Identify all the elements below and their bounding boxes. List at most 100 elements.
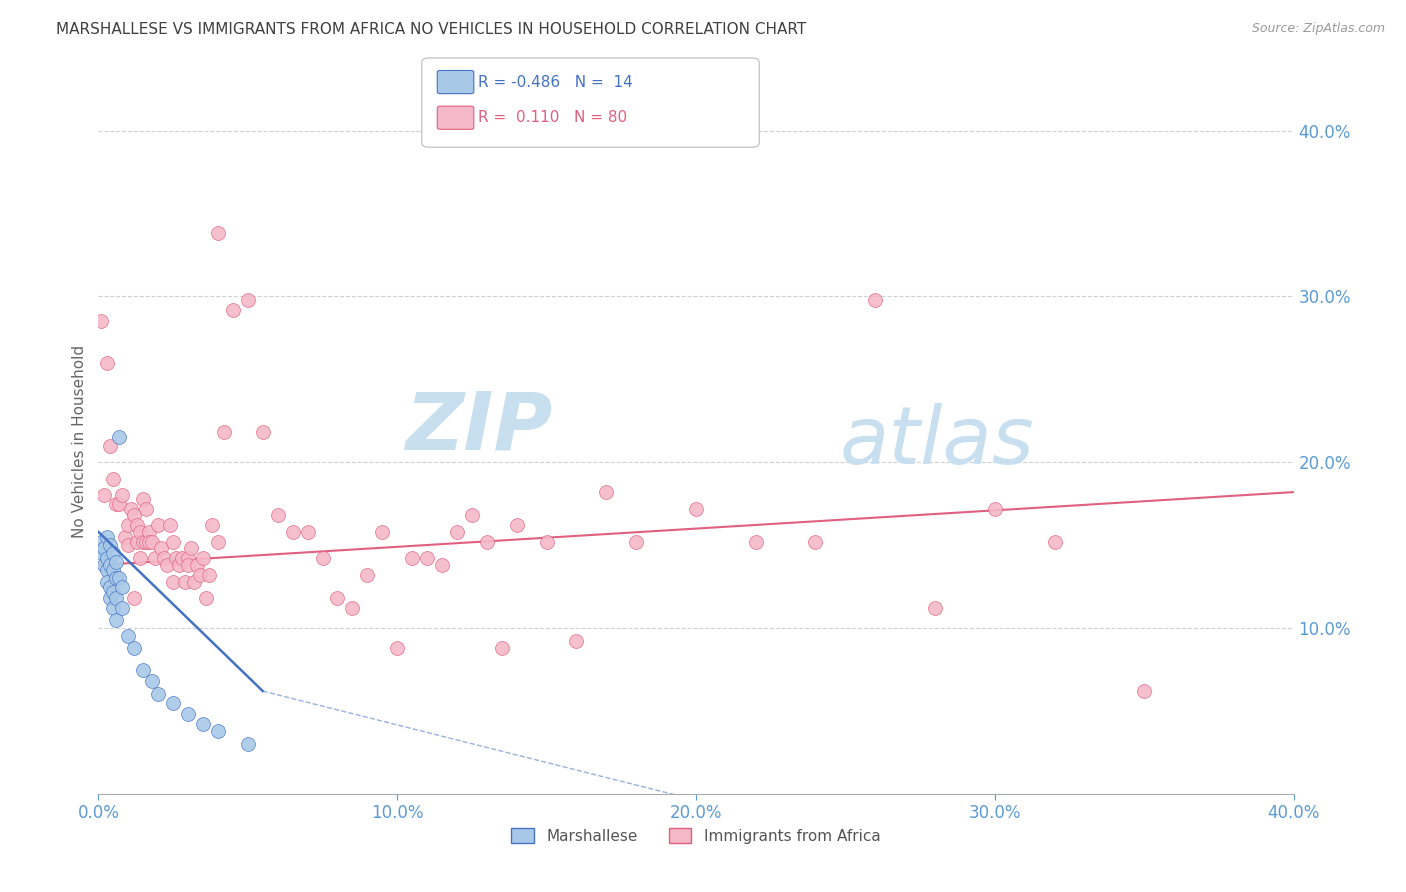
Point [252, 425, 274, 440]
Point [165, 551, 187, 566]
Point [162, 534, 184, 549]
Text: R = -0.486   N =  14: R = -0.486 N = 14 [478, 75, 633, 89]
Point [108, 497, 131, 511]
Point [595, 485, 617, 500]
Point [491, 640, 513, 655]
Point [201, 518, 224, 533]
Point [96, 563, 118, 577]
Point [98, 538, 122, 552]
Point [105, 591, 128, 606]
Point [177, 551, 200, 566]
Text: Source: ZipAtlas.com: Source: ZipAtlas.com [1251, 22, 1385, 36]
Point [111, 580, 134, 594]
Point [132, 663, 155, 677]
Point [177, 558, 200, 572]
Point [174, 574, 197, 589]
Point [167, 558, 190, 572]
Point [103, 563, 125, 577]
Point [267, 508, 290, 523]
Point [506, 518, 529, 533]
Point [162, 574, 184, 589]
Point [177, 707, 200, 722]
Point [626, 534, 648, 549]
Point [135, 501, 157, 516]
Point [111, 601, 134, 615]
Y-axis label: No Vehicles in Household: No Vehicles in Household [72, 345, 87, 538]
Point [129, 524, 152, 539]
Point [138, 534, 160, 549]
Point [143, 551, 166, 566]
Point [124, 591, 146, 606]
Text: MARSHALLESE VS IMMIGRANTS FROM AFRICA NO VEHICLES IN HOUSEHOLD CORRELATION CHART: MARSHALLESE VS IMMIGRANTS FROM AFRICA NO… [56, 22, 807, 37]
Point [156, 558, 179, 572]
Text: R =  0.110   N = 80: R = 0.110 N = 80 [478, 111, 627, 125]
Point [207, 723, 229, 738]
Point [536, 534, 558, 549]
Point [105, 613, 128, 627]
Point [195, 591, 218, 606]
Point [93, 558, 115, 572]
Point [117, 538, 139, 552]
Point [430, 558, 453, 572]
Point [212, 425, 235, 440]
Point [124, 640, 146, 655]
Point [117, 629, 139, 643]
Point [191, 551, 214, 566]
Point [111, 488, 134, 502]
Point [132, 534, 155, 549]
Point [207, 534, 229, 549]
Point [924, 601, 946, 615]
Point [191, 717, 214, 731]
Point [124, 508, 146, 523]
Point [446, 524, 468, 539]
Point [326, 591, 349, 606]
Point [236, 293, 259, 307]
Point [127, 534, 149, 549]
Text: atlas: atlas [839, 402, 1035, 481]
Point [159, 518, 181, 533]
Point [129, 551, 152, 566]
Point [103, 584, 125, 599]
Point [865, 293, 887, 307]
Point [98, 439, 122, 453]
Text: ZIP: ZIP [405, 388, 553, 467]
Point [172, 551, 194, 566]
Point [135, 534, 157, 549]
Point [105, 497, 128, 511]
Point [236, 737, 259, 751]
Point [207, 227, 229, 241]
Point [685, 501, 707, 516]
Point [162, 696, 184, 710]
Point [342, 601, 364, 615]
Point [103, 546, 125, 560]
Point [98, 558, 122, 572]
Point [297, 524, 319, 539]
Point [98, 591, 122, 606]
Point [117, 518, 139, 533]
Point [984, 501, 1007, 516]
Point [745, 534, 768, 549]
Point [416, 551, 439, 566]
Point [93, 541, 115, 556]
Point [108, 430, 131, 444]
Point [153, 551, 176, 566]
Point [141, 534, 163, 549]
Point [96, 530, 118, 544]
Point [114, 530, 136, 544]
Point [127, 518, 149, 533]
Point [132, 491, 155, 506]
Point [461, 508, 484, 523]
Legend: Marshallese, Immigrants from Africa: Marshallese, Immigrants from Africa [505, 822, 887, 850]
Point [90, 546, 112, 560]
Point [96, 356, 118, 370]
Point [198, 568, 221, 582]
Point [385, 640, 409, 655]
Point [180, 541, 202, 556]
Point [356, 568, 378, 582]
Point [371, 524, 394, 539]
Point [141, 674, 163, 689]
Point [138, 524, 160, 539]
Point [565, 634, 588, 648]
Point [93, 488, 115, 502]
Point [1133, 684, 1156, 698]
